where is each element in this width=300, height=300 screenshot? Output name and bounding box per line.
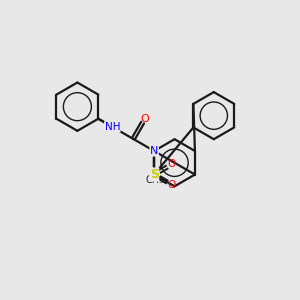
Text: CH₃: CH₃ bbox=[145, 176, 163, 185]
Text: O: O bbox=[168, 159, 176, 169]
Text: S: S bbox=[150, 168, 159, 181]
Text: NH: NH bbox=[105, 122, 120, 132]
Text: O: O bbox=[140, 114, 149, 124]
Text: N: N bbox=[150, 146, 158, 156]
Text: O: O bbox=[168, 180, 176, 190]
